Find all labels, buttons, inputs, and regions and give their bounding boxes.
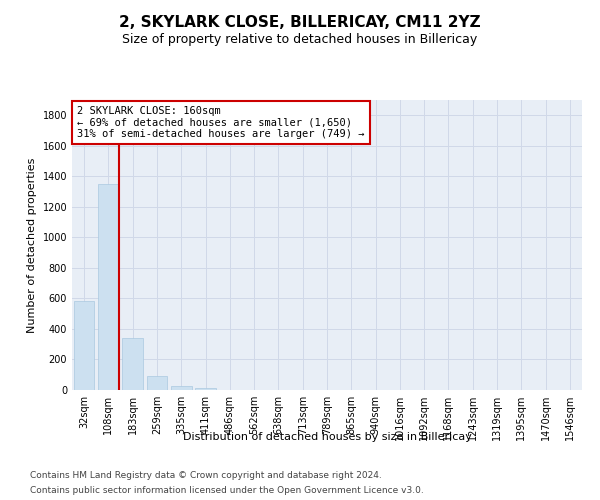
Bar	[74, 302, 94, 390]
Text: 2, SKYLARK CLOSE, BILLERICAY, CM11 2YZ: 2, SKYLARK CLOSE, BILLERICAY, CM11 2YZ	[119, 15, 481, 30]
Text: Contains HM Land Registry data © Crown copyright and database right 2024.: Contains HM Land Registry data © Crown c…	[30, 471, 382, 480]
Bar	[98, 184, 119, 390]
Y-axis label: Number of detached properties: Number of detached properties	[27, 158, 37, 332]
Bar	[171, 386, 191, 390]
Bar	[195, 388, 216, 390]
Text: Contains public sector information licensed under the Open Government Licence v3: Contains public sector information licen…	[30, 486, 424, 495]
Text: 2 SKYLARK CLOSE: 160sqm
← 69% of detached houses are smaller (1,650)
31% of semi: 2 SKYLARK CLOSE: 160sqm ← 69% of detache…	[77, 106, 365, 139]
Bar	[122, 338, 143, 390]
Text: Size of property relative to detached houses in Billericay: Size of property relative to detached ho…	[122, 32, 478, 46]
Text: Distribution of detached houses by size in Billericay: Distribution of detached houses by size …	[182, 432, 472, 442]
Bar	[146, 376, 167, 390]
